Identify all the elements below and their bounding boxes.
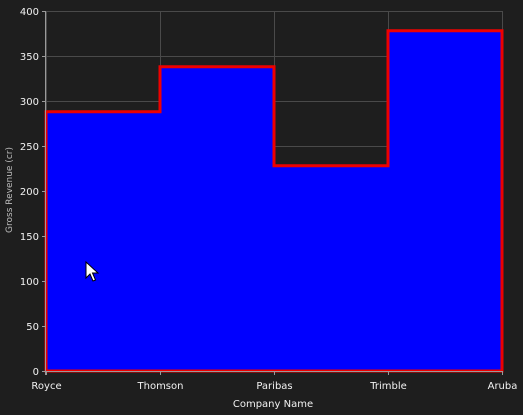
y-tick-label: 0 — [33, 367, 39, 378]
y-tick-label: 350 — [20, 52, 39, 63]
y-tick-label: 300 — [20, 97, 39, 108]
y-tick-label: 200 — [20, 187, 39, 198]
series-layer — [44, 29, 504, 373]
y-tick-label: 50 — [26, 322, 39, 333]
mouse-pointer-icon — [85, 260, 100, 282]
x-tick-label: Paribas — [256, 381, 292, 392]
x-tick-label: Trimble — [369, 381, 407, 392]
y-tick-label: 400 — [20, 7, 39, 18]
x-tick-label: Aruba — [488, 381, 518, 392]
step-area-series — [44, 29, 504, 373]
y-tick-label: 250 — [20, 142, 39, 153]
x-tick-label: Thomson — [137, 381, 184, 392]
axes — [42, 11, 503, 375]
x-axis-title: Company Name — [233, 399, 313, 410]
y-tick-label: 150 — [20, 232, 39, 243]
y-tick-label: 100 — [20, 277, 39, 288]
tick-labels: 0 50 100 150 200 250 300 350 400 Royce Thomson Pari… — [20, 7, 517, 392]
x-tick-label: Royce — [31, 381, 61, 392]
y-axis-title: Gross Revenue (cr) — [5, 147, 15, 233]
